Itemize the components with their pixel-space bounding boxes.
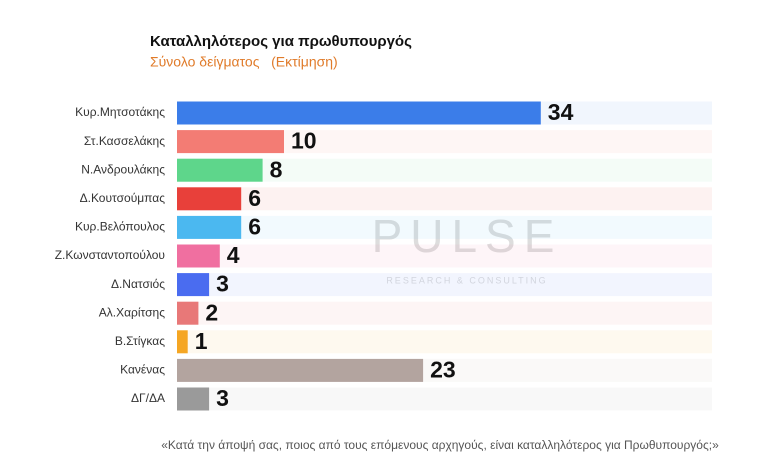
value-label: 1: [195, 328, 208, 354]
bar: [177, 130, 284, 154]
category-label: Δ.Νατσιός: [111, 277, 165, 291]
value-label: 6: [248, 213, 261, 239]
bar: [177, 101, 541, 125]
bar: [177, 244, 220, 268]
value-label: 23: [430, 356, 456, 382]
bar-track: [177, 387, 712, 411]
chart-subtitle: Σύνολο δείγματος (Εκτίμηση): [150, 54, 338, 70]
category-label: Β.Στίγκας: [115, 334, 165, 348]
value-label: 10: [291, 128, 317, 154]
bar-track: [177, 187, 712, 211]
bar-track: [177, 330, 712, 354]
category-label: Στ.Κασσελάκης: [84, 134, 165, 148]
bar-track: [177, 130, 712, 154]
watermark-subtitle: RESEARCH & CONSULTING: [386, 275, 547, 285]
bar: [177, 215, 242, 239]
bar: [177, 273, 210, 297]
category-label: Κυρ.Μητσοτάκης: [75, 105, 165, 119]
bar-track: [177, 301, 712, 325]
category-label: ΔΓ/ΔΑ: [131, 391, 165, 405]
bar-track: [177, 158, 712, 182]
bar: [177, 330, 188, 354]
value-label: 4: [227, 242, 240, 268]
category-label: Αλ.Χαρίτσης: [99, 305, 165, 319]
bar-track: [177, 273, 712, 297]
value-label: 3: [216, 271, 229, 297]
bar: [177, 301, 199, 325]
bar: [177, 158, 263, 182]
bar: [177, 187, 242, 211]
value-label: 34: [548, 99, 574, 125]
watermark: PULSE: [372, 210, 563, 262]
category-label: Κανένας: [120, 363, 165, 377]
value-label: 2: [205, 299, 218, 325]
footnote: «Κατά την άποψή σας, ποιος από τους επόμ…: [161, 438, 719, 452]
chart-title: Καταλληλότερος για πρωθυπουργός: [150, 33, 412, 50]
category-label: Δ.Κουτσούμπας: [80, 191, 166, 205]
value-label: 3: [216, 385, 229, 411]
value-label: 8: [270, 156, 283, 182]
bar: [177, 387, 210, 411]
bar-track: [177, 244, 712, 268]
category-label: Ν.Ανδρουλάκης: [81, 162, 165, 176]
value-label: 6: [248, 185, 261, 211]
category-label: Ζ.Κωνσταντοπούλου: [55, 248, 165, 262]
bar-track: [177, 215, 712, 239]
bar: [177, 358, 424, 382]
category-label: Κυρ.Βελόπουλος: [75, 220, 165, 234]
